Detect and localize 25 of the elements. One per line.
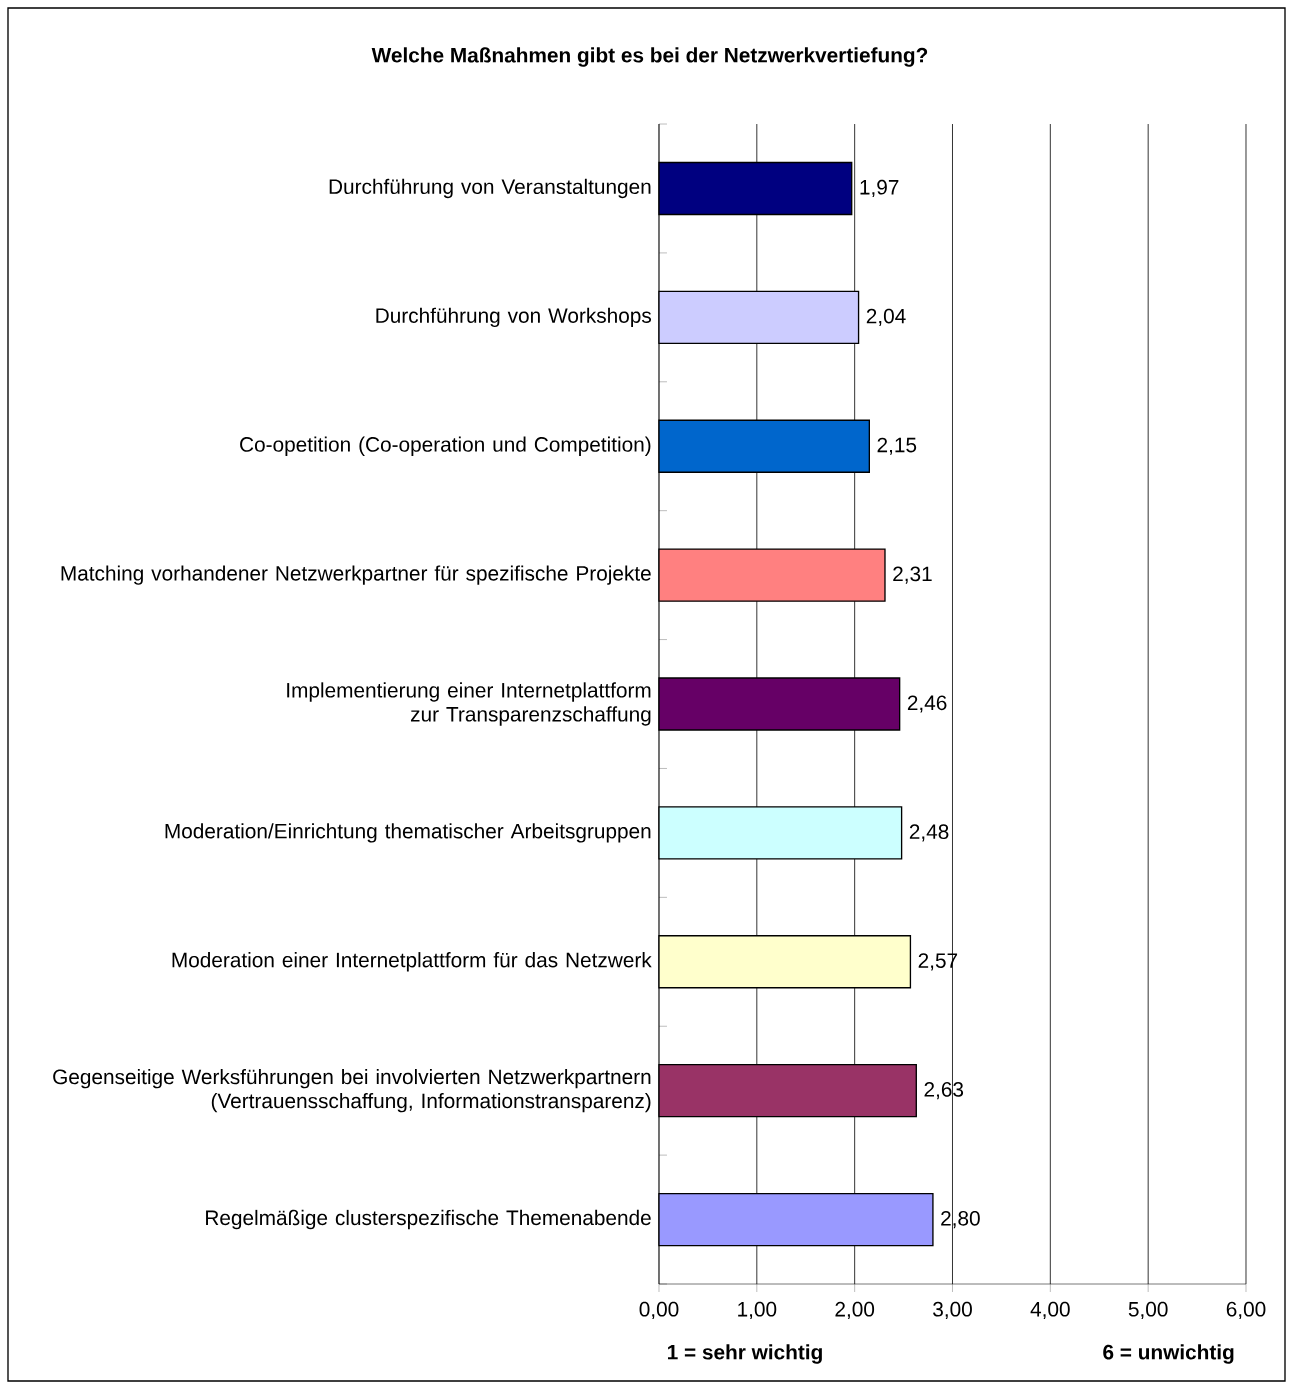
y-tick-label: Implementierung einer Internetplattform zur Transparenzschaffung <box>287 682 651 726</box>
y-tick-label: Durchführung von Workshops <box>376 307 652 328</box>
text: 1 = sehr wichtig <box>668 1344 822 1364</box>
y-tick-label: Durchführung von Veranstaltungen <box>329 178 651 199</box>
data-label: 2,48 <box>909 824 949 842</box>
data-label: 2,15 <box>877 437 917 455</box>
y-tick-label: Moderation/Einrichtung thematischer Arbeitsgruppen <box>165 823 651 843</box>
data-label: 2,46 <box>907 695 947 713</box>
x-tick-label: 0,00 <box>639 1301 679 1320</box>
chart-title: Welche Maßnahmen gibt es bei der Netzwerkvertiefung? <box>371 47 928 67</box>
x-tick-label: 3,00 <box>933 1301 972 1320</box>
y-tick-label: Gegenseitige Werksführungen bei involvierten Netzwerkpartnern (Vertrauensschaffung, Informationstransparenz) <box>53 1068 651 1113</box>
x-tick-label: 5,00 <box>1128 1301 1168 1320</box>
y-tick-label: Moderation einer Internetplattform für das Netzwerk <box>172 952 652 972</box>
y-tick-label: Matching vorhandener Netzwerkpartner für spezifische Projekte <box>61 565 651 585</box>
y-tick-label: Regelmäßige clusterspezifische Themenabende <box>206 1209 651 1230</box>
data-label: 2,31 <box>893 566 932 584</box>
x-tick-label: 4,00 <box>1030 1301 1070 1320</box>
text: 6 = unwichtig <box>1103 1344 1234 1364</box>
x-tick-label: 2,00 <box>835 1301 875 1320</box>
y-tick-label: Co-opetition (Co-operation und Competition) <box>240 436 651 456</box>
data-label: 1,97 <box>860 179 899 198</box>
x-tick-label: 1,00 <box>738 1301 777 1320</box>
x-tick-label: 6,00 <box>1226 1301 1266 1320</box>
data-label: 2,04 <box>866 308 906 326</box>
